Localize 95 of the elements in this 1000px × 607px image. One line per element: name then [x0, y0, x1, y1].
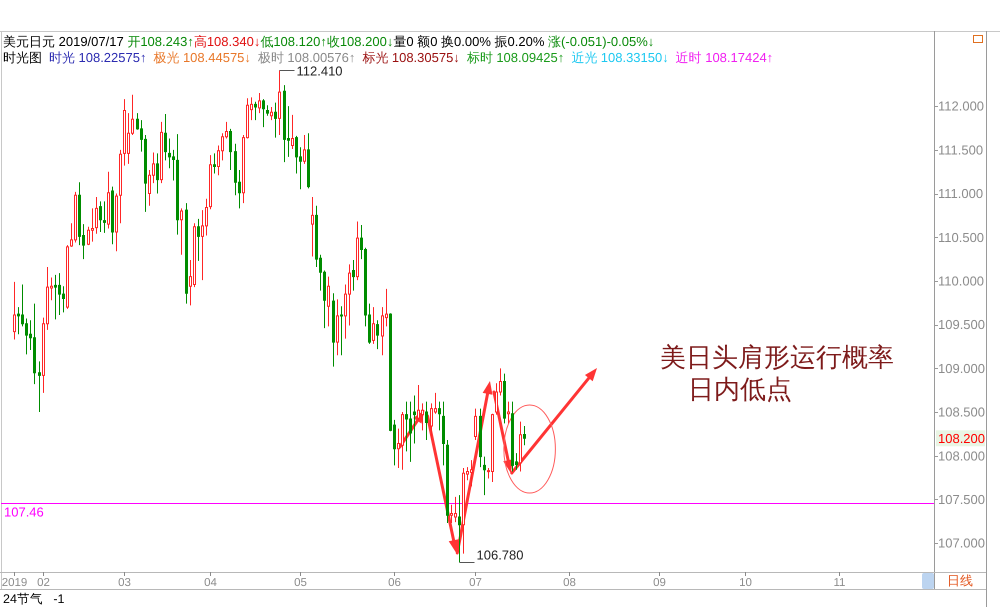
chart-title: 美元日元 2019/07/17 开108.243↑高108.340↓低108.120↑收108.200↓量0 额0 换0.00% 振0.20% 涨(-0.051)-0.05%↓	[3, 34, 654, 49]
candlestick	[332, 292, 335, 368]
candlestick	[180, 208, 183, 256]
candlestick	[413, 394, 416, 444]
candlestick	[474, 408, 477, 441]
candlestick	[356, 221, 359, 281]
x-tick-label: 06	[388, 577, 401, 589]
candlestick	[519, 421, 522, 472]
candlestick	[258, 92, 261, 114]
candlestick	[278, 70, 281, 136]
candlestick	[372, 306, 375, 344]
candlestick	[479, 408, 482, 468]
x-tick-label: 03	[118, 577, 131, 589]
candlestick	[307, 132, 310, 189]
candlestick	[462, 467, 465, 554]
x-tick-label: 11	[834, 577, 846, 589]
y-tick-label: 108.000	[938, 448, 985, 464]
x-tick-label: 2019	[2, 577, 28, 589]
candlestick	[291, 114, 294, 150]
candlestick	[503, 373, 506, 424]
text: 时光图 时光 108.22575↑ 极光 108.44575↓ 极时 108.00576↑ 标光 108.30575↓ 标时 108.09425↑ 近光 108.33150↓ 近时 108.17424↑	[3, 50, 774, 65]
candlestick	[197, 218, 200, 262]
candlestick	[107, 171, 110, 230]
candlestick	[446, 440, 449, 524]
candlestick	[491, 413, 494, 482]
candlestick	[156, 152, 159, 194]
candlestick	[270, 106, 273, 121]
candlestick	[185, 202, 188, 304]
x-tick-label: 08	[563, 577, 576, 589]
text: 日线	[947, 573, 973, 588]
candlestick	[458, 494, 461, 563]
annotation: 日内低点	[688, 375, 792, 404]
candlestick	[213, 152, 216, 174]
candlestick	[438, 401, 441, 431]
text: 24节气 -1	[3, 592, 64, 606]
candlestick	[523, 426, 526, 446]
candlestick	[483, 456, 486, 496]
ref-line-label: 107.46	[4, 504, 44, 520]
candlestick	[95, 196, 98, 234]
y-tick-label: 110.000	[938, 273, 984, 288]
candlestick	[99, 200, 102, 233]
annotation: 美日头肩形运行概率	[660, 343, 894, 372]
candlestick	[74, 191, 77, 244]
x-tick-label: 09	[653, 577, 666, 589]
candlestick	[283, 84, 286, 163]
candlestick	[91, 208, 94, 242]
candlestick	[454, 496, 457, 523]
candlestick	[176, 134, 179, 236]
candlestick	[229, 128, 232, 170]
candlestick	[470, 460, 473, 487]
candlestick	[33, 303, 36, 385]
candlestick	[274, 102, 277, 138]
y-tick-label: 109.500	[938, 317, 985, 332]
x-tick-label: 04	[204, 577, 218, 589]
y-tick-label: 112.000	[938, 98, 984, 114]
candlestick	[254, 101, 257, 121]
candlestick	[103, 200, 106, 234]
candlestick	[66, 244, 69, 310]
y-tick-label: 107.000	[938, 536, 985, 551]
candlestick	[442, 401, 445, 466]
candlestick	[409, 401, 412, 462]
y-tick-label: 110.500	[938, 230, 984, 245]
candlestick	[336, 298, 339, 356]
candlestick	[340, 306, 343, 356]
candlestick	[376, 320, 379, 350]
candlestick	[13, 281, 16, 340]
candlestick	[425, 401, 428, 441]
candlestick	[401, 412, 404, 470]
x-tick-label: 02	[37, 577, 50, 589]
y-tick-label: 111.500	[938, 142, 984, 158]
candlestick	[262, 98, 265, 128]
x-tick-label: 07	[469, 577, 482, 589]
candlestick	[266, 104, 269, 116]
candlestick	[352, 259, 355, 292]
candlestick	[38, 360, 41, 413]
candlestick	[511, 401, 514, 472]
x-tick-label: 05	[294, 577, 307, 589]
candlestick	[58, 272, 61, 316]
y-tick-label: 107.500	[938, 492, 985, 507]
candlestick	[160, 121, 163, 184]
candlestick	[311, 196, 314, 257]
candlestick	[327, 276, 330, 327]
candlestick	[111, 186, 114, 245]
y-tick-label: 109.000	[938, 360, 985, 376]
candlestick	[209, 154, 212, 210]
y-tick-label: 108.500	[938, 404, 985, 420]
candlestick	[507, 401, 510, 424]
text: 108.200	[938, 430, 985, 446]
x-tick-label: 10	[739, 577, 752, 589]
candlestick	[54, 274, 57, 320]
annotation: 112.410	[296, 64, 343, 78]
candlestick	[164, 114, 167, 161]
annotation: 106.780	[476, 548, 524, 562]
y-tick-label: 111.000	[938, 186, 984, 202]
candlestick	[303, 134, 306, 164]
